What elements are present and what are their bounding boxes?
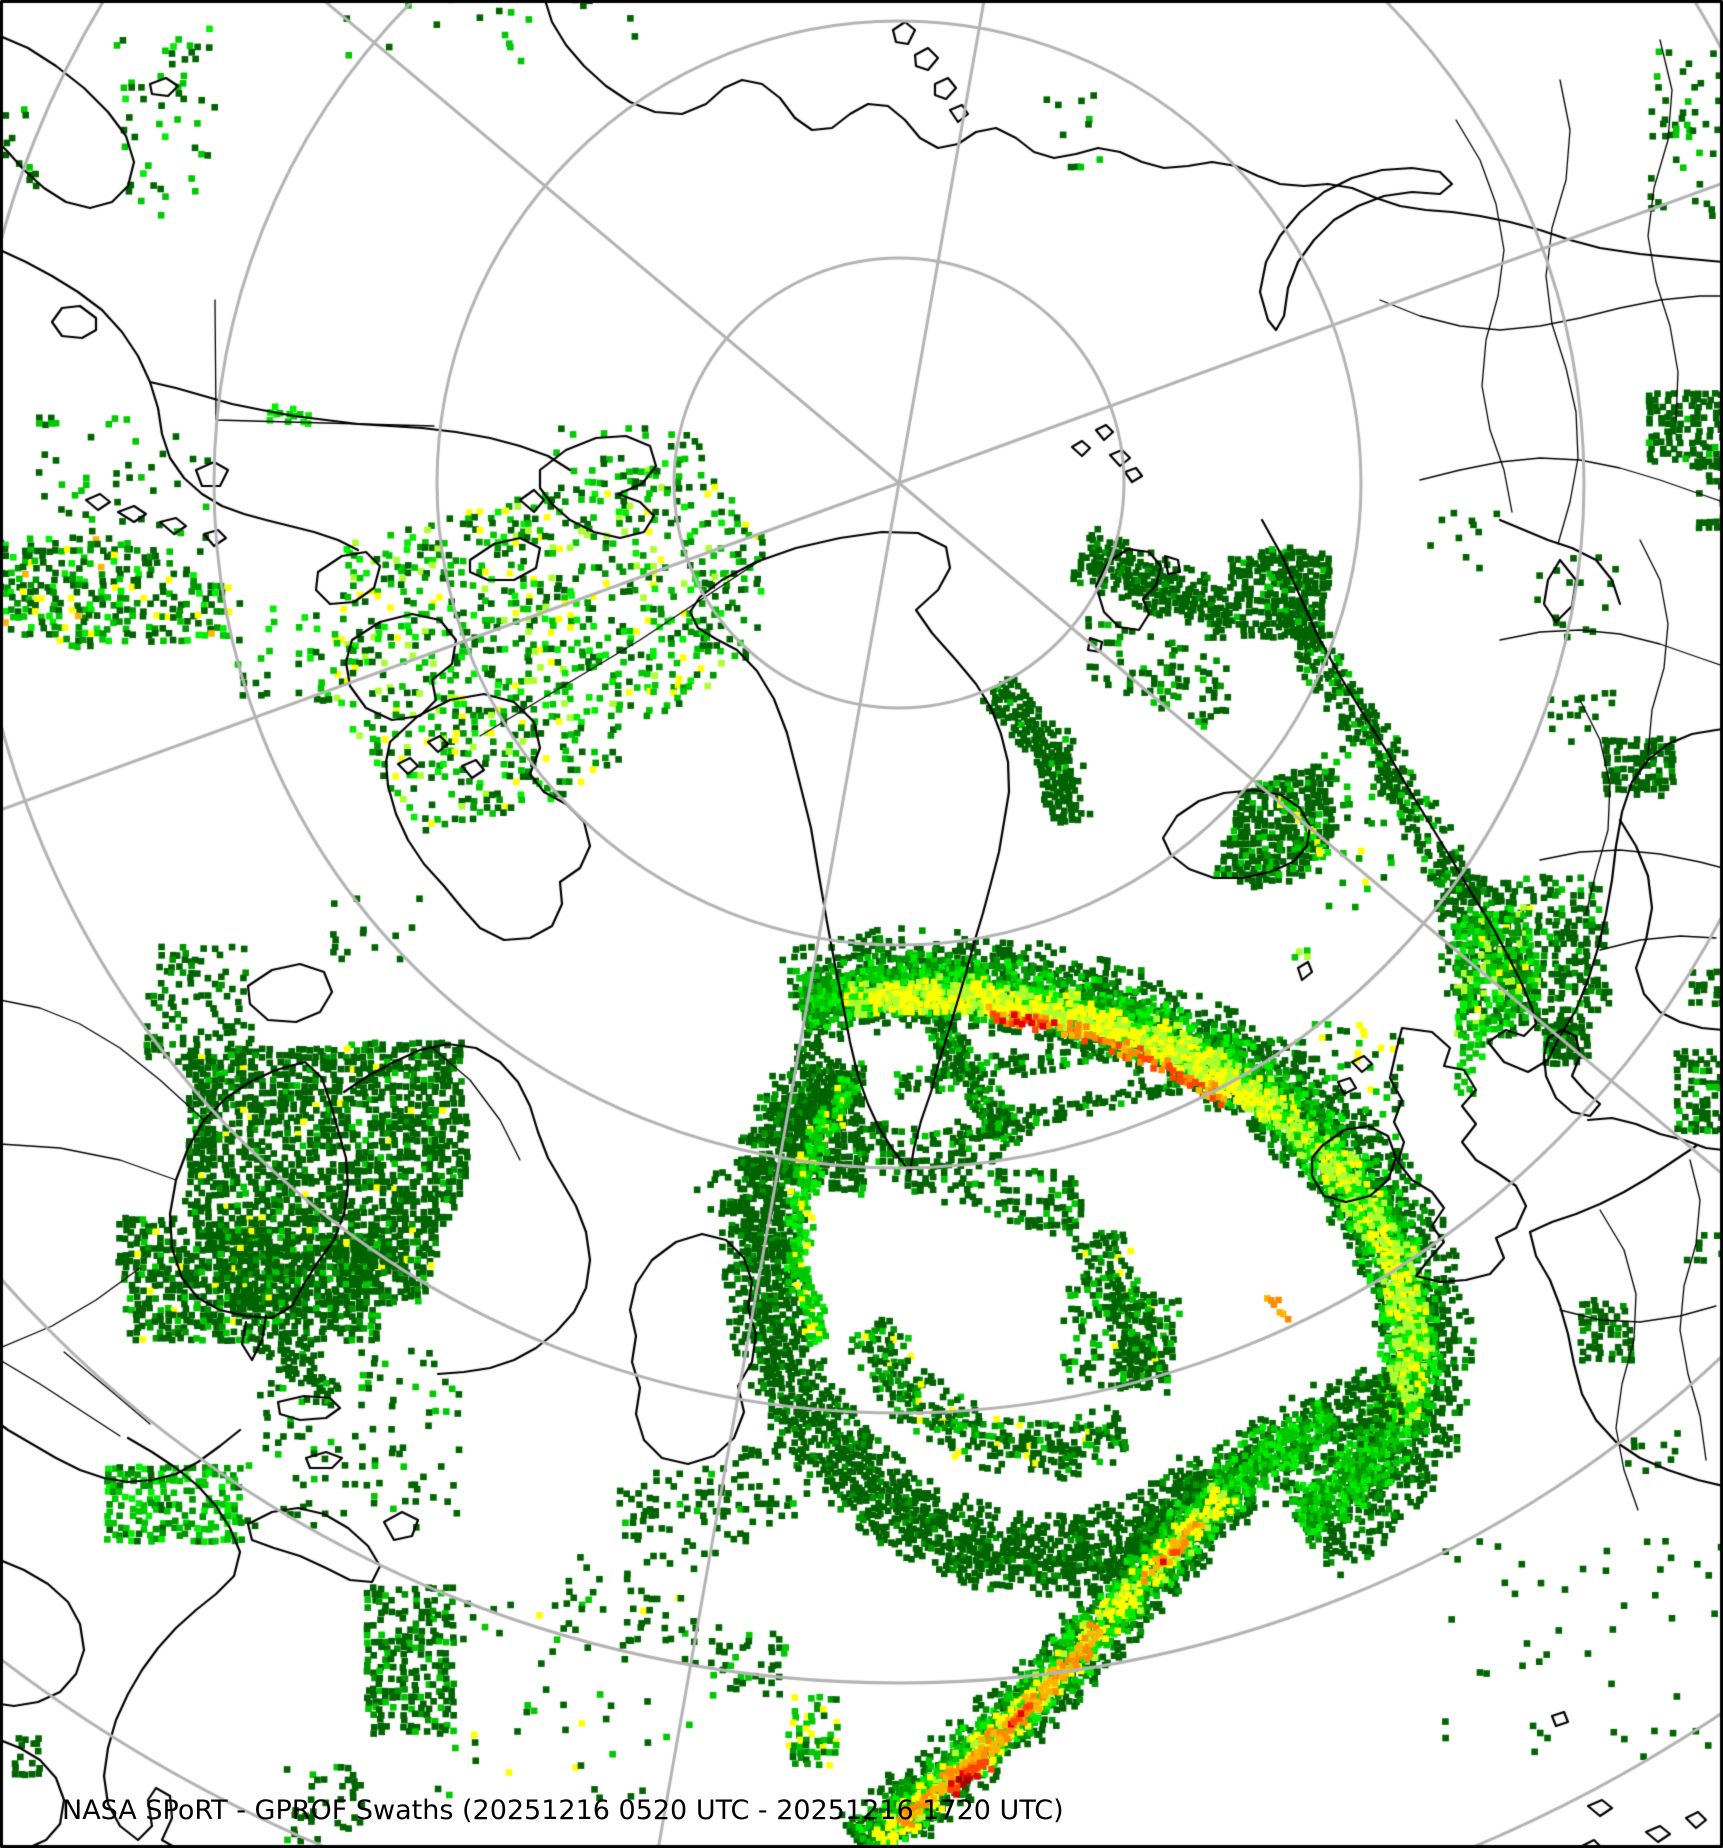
caption: NASA SPoRT - GPROF Swaths (20251216 0520… (62, 1795, 1064, 1826)
